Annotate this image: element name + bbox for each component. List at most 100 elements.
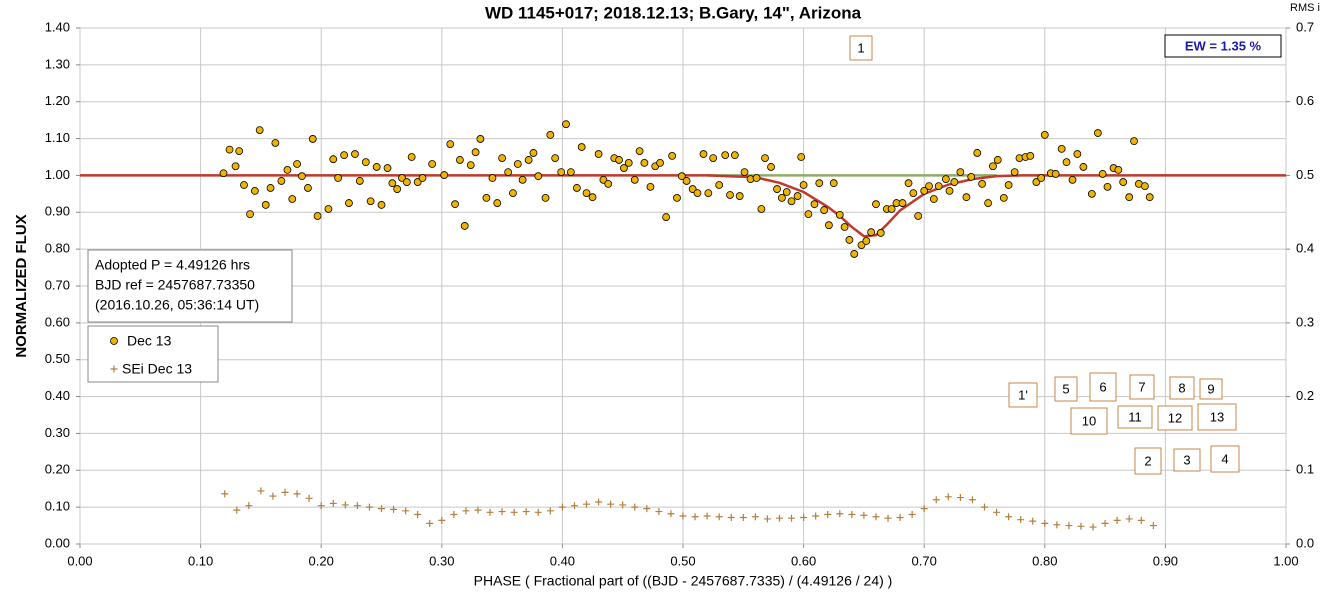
data-point: [261, 201, 270, 209]
y-tick-label: 0.20: [45, 462, 70, 477]
error-point: [631, 503, 639, 511]
data-point: [466, 161, 475, 170]
data-point: [978, 180, 986, 188]
error-point: [378, 505, 385, 513]
data-point: [572, 184, 581, 192]
error-point: [884, 514, 892, 522]
data-point: [1068, 175, 1077, 184]
error-point: [245, 502, 253, 510]
error-point: [1029, 517, 1037, 525]
y2-tick-label: 0.7: [1296, 19, 1314, 34]
y-tick-label: 0.70: [45, 277, 70, 292]
data-point: [668, 151, 677, 160]
error-point: [691, 513, 699, 521]
data-point: [620, 164, 628, 172]
y2-tick-label: 0.5: [1296, 167, 1314, 182]
data-point: [402, 178, 411, 186]
data-point: [557, 168, 566, 177]
error-point: [365, 503, 373, 511]
data-point: [541, 194, 550, 202]
data-point: [1004, 181, 1013, 189]
data-point: [255, 126, 264, 134]
data-point: [1140, 182, 1149, 191]
error-point: [908, 511, 916, 519]
annotation-label: 8: [1178, 380, 1185, 395]
data-point: [1087, 189, 1096, 198]
annotation-label: 13: [1210, 409, 1224, 424]
data-point: [726, 191, 734, 199]
data-point: [1119, 178, 1128, 186]
data-point: [594, 150, 603, 158]
data-point: [1026, 151, 1035, 160]
error-point: [462, 507, 470, 515]
error-point: [1089, 523, 1097, 531]
error-point: [450, 511, 458, 519]
annotation-box: [1008, 382, 1038, 408]
data-point: [989, 162, 997, 171]
data-point: [266, 184, 275, 192]
error-point: [739, 513, 747, 521]
error-point: [872, 513, 880, 521]
data-point: [471, 148, 480, 157]
error-point: [510, 508, 518, 516]
annotation-label: 6: [1099, 379, 1106, 394]
data-point: [277, 177, 286, 185]
legend-label: Dec 13: [127, 333, 172, 349]
data-point: [1010, 168, 1019, 177]
data-point: [509, 189, 517, 198]
data-point: [246, 210, 254, 219]
data-point: [887, 205, 896, 213]
data-point: [973, 149, 982, 157]
data-point: [451, 200, 459, 209]
data-point: [682, 177, 691, 185]
annotation-box: [1089, 372, 1117, 402]
x-tick-label: 0.90: [1153, 553, 1178, 568]
annotation-label: 2: [1144, 453, 1151, 468]
data-point: [588, 193, 597, 202]
data-point: [345, 199, 353, 207]
data-point: [630, 175, 639, 184]
data-point: [777, 194, 786, 202]
data-point: [829, 179, 838, 188]
data-point: [604, 180, 613, 188]
data-point: [493, 199, 502, 207]
info-text: (2016.10.26, 05:36:14 UT): [95, 297, 259, 313]
data-point: [329, 155, 338, 164]
annotation-label: 12: [1168, 410, 1182, 425]
data-point: [1125, 193, 1134, 202]
data-point: [304, 184, 312, 192]
x-tick-label: 0.10: [188, 553, 213, 568]
data-point: [283, 165, 292, 174]
error-point: [402, 507, 410, 515]
data-point: [334, 174, 342, 182]
error-point: [329, 499, 337, 507]
x-tick-label: 0.80: [1032, 553, 1057, 568]
y-tick-label: 1.20: [45, 93, 70, 108]
data-point: [476, 135, 485, 143]
error-point: [667, 510, 675, 518]
data-point: [656, 158, 664, 167]
info-text: Adopted P = 4.49126 hrs: [95, 257, 250, 273]
data-point: [446, 140, 455, 149]
error-point: [257, 487, 265, 495]
data-point: [534, 172, 543, 181]
error-point: [269, 492, 277, 500]
annotation-box: [1169, 376, 1195, 400]
error-point: [679, 512, 687, 520]
error-point: [1053, 521, 1061, 529]
y2-tick-label: 0.1: [1296, 462, 1314, 477]
annotation-box: [1197, 403, 1237, 431]
y2-axis-title: RMS i: [1290, 2, 1320, 14]
data-point: [704, 189, 713, 198]
data-point: [524, 156, 533, 164]
data-point: [1098, 170, 1107, 178]
error-point: [341, 501, 349, 509]
data-point: [250, 187, 259, 195]
error-point: [570, 502, 578, 510]
error-point: [944, 493, 952, 501]
ew-label: EW = 1.35 %: [1185, 38, 1262, 53]
error-point: [715, 513, 723, 521]
data-point: [925, 182, 933, 191]
data-point: [815, 179, 824, 188]
data-point: [455, 156, 464, 164]
